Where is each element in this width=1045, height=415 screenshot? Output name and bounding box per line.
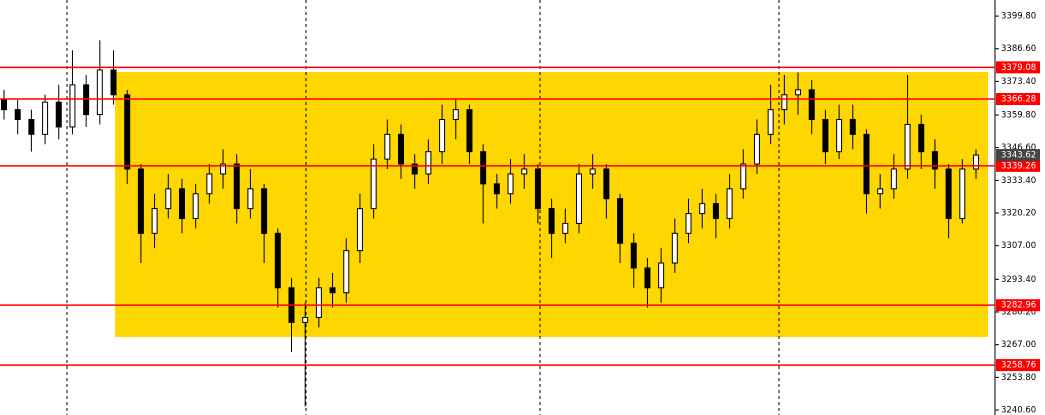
candle-body	[918, 123, 925, 153]
candle-body	[124, 94, 131, 170]
candle-body	[753, 133, 760, 165]
y-tick-label: 3373.40	[1001, 77, 1036, 87]
candle-body	[589, 168, 596, 175]
candle-body	[548, 208, 555, 234]
candle-body	[165, 188, 172, 210]
candle-body	[685, 213, 692, 234]
candle-body	[370, 158, 377, 210]
candle-body	[206, 173, 213, 195]
candle-body	[959, 168, 966, 219]
y-tick-label: 3267.00	[1001, 340, 1036, 350]
candle-body	[973, 154, 979, 170]
y-tick-label: 3307.00	[1001, 241, 1036, 251]
candle-body	[137, 168, 144, 234]
candle-body	[931, 151, 938, 170]
level-label: 3339.26	[1001, 161, 1036, 171]
y-tick-label: 3253.80	[1001, 373, 1036, 383]
candle-body	[562, 222, 569, 234]
candle-body	[466, 109, 473, 153]
candle-body	[863, 133, 870, 195]
candle-body	[740, 163, 747, 190]
candle-body	[96, 69, 103, 116]
level-label: 3379.08	[1001, 63, 1036, 73]
candle-body	[274, 232, 281, 289]
candle-body	[699, 203, 706, 215]
candle-body	[534, 168, 541, 210]
candle-body	[384, 133, 391, 160]
level-tag	[996, 61, 1040, 74]
candle-body	[480, 151, 487, 185]
candle-body	[671, 232, 678, 264]
y-tick-label: 3346.60	[1001, 143, 1036, 153]
y-tick-label: 3320.20	[1001, 209, 1036, 219]
y-tick-label: 3333.40	[1001, 176, 1036, 186]
candle-body	[767, 109, 774, 135]
candle-body	[439, 119, 446, 153]
candle-body	[575, 173, 582, 224]
candle-body	[836, 119, 843, 153]
candle-body	[220, 163, 227, 175]
candle-body	[14, 109, 21, 121]
last-price-label: 3343.62	[1001, 151, 1036, 161]
candle-body	[151, 208, 158, 234]
level-tag	[996, 159, 1040, 172]
last-price-tag	[996, 149, 1040, 162]
candle-body	[890, 168, 897, 190]
level-tag	[996, 93, 1040, 106]
candle-body	[630, 242, 637, 269]
level-tag	[996, 359, 1040, 372]
candle-body	[808, 89, 815, 121]
candle-body	[1, 99, 7, 111]
candle-body	[110, 69, 117, 96]
candle-body	[233, 163, 240, 210]
y-tick-label: 3240.60	[1001, 406, 1036, 415]
y-tick-label: 3386.60	[1001, 44, 1036, 54]
candle-body	[712, 203, 719, 219]
candle-body	[603, 168, 610, 200]
candle-body	[343, 250, 350, 294]
candle-body	[315, 287, 322, 318]
candle-body	[904, 123, 911, 170]
candle-body	[726, 188, 733, 219]
candle-body	[398, 133, 405, 165]
level-label: 3282.96	[1001, 301, 1036, 311]
y-tick-label: 3399.80	[1001, 12, 1036, 22]
y-tick-label: 3293.40	[1001, 275, 1036, 285]
candle-body	[55, 101, 62, 128]
candle-body	[329, 287, 336, 294]
candle-body	[658, 262, 665, 289]
candle-body	[493, 183, 500, 195]
candle-body	[822, 119, 829, 153]
candle-body	[521, 168, 528, 175]
candle-body	[644, 267, 651, 289]
candle-body	[192, 193, 199, 219]
candle-body	[261, 188, 268, 234]
y-tick-label: 3280.20	[1001, 308, 1036, 318]
candle-body	[877, 188, 884, 195]
candle-body	[411, 163, 418, 175]
candle-body	[849, 119, 856, 135]
candle-body	[781, 94, 788, 111]
candle-body	[425, 151, 432, 175]
level-label: 3366.28	[1001, 95, 1036, 105]
level-label: 3258.76	[1001, 361, 1036, 371]
candle-body	[617, 198, 624, 244]
candle-body	[507, 173, 514, 195]
candle-body	[247, 188, 254, 210]
candle-body	[356, 208, 363, 252]
level-tag	[996, 299, 1040, 312]
candle-body	[945, 168, 952, 219]
candle-body	[42, 101, 49, 135]
candle-body	[69, 84, 76, 128]
candle-body	[452, 109, 459, 121]
candle-body	[178, 188, 185, 219]
candle-body	[28, 119, 35, 135]
candle-body	[302, 316, 309, 323]
y-tick-label: 3359.80	[1001, 111, 1036, 121]
candle-body	[795, 89, 802, 96]
